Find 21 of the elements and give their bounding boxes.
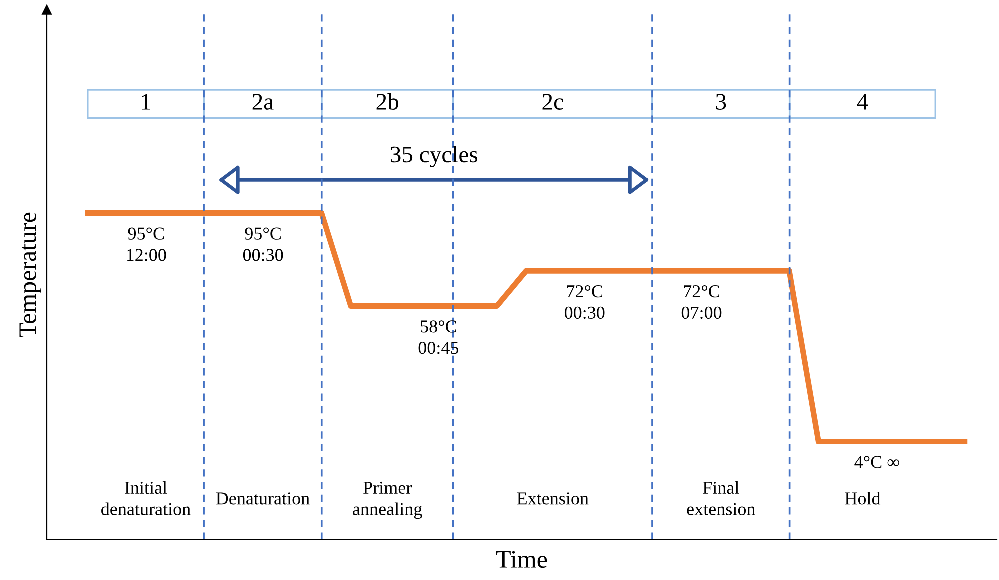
data-label: 95°C 12:00 xyxy=(127,228,166,262)
data-label: 72°C 00:30 xyxy=(564,285,605,320)
text: Hold xyxy=(845,492,881,505)
text: Denaturation xyxy=(216,492,310,505)
y-axis-title: Temperature xyxy=(20,212,42,338)
text: Final extension xyxy=(687,481,756,516)
text: 2b xyxy=(376,93,398,110)
text: 2a xyxy=(252,94,274,110)
text: 2c xyxy=(542,94,564,110)
text: 4 xyxy=(857,94,868,110)
data-label: 4°C ∞ xyxy=(854,456,900,468)
text: 1 xyxy=(142,94,150,110)
text: 35 cycles xyxy=(390,146,478,168)
text: Initial denaturation xyxy=(102,481,191,516)
text: Extension xyxy=(517,492,589,505)
x-axis-title: Time xyxy=(496,551,548,568)
text: Primer annealing xyxy=(353,482,422,520)
data-label: 72°C 07:00 xyxy=(682,285,722,320)
data-label: 95°C 00:30 xyxy=(243,228,284,262)
data-label: 58°C 00:45 xyxy=(418,320,459,354)
text: 3 xyxy=(716,94,726,110)
